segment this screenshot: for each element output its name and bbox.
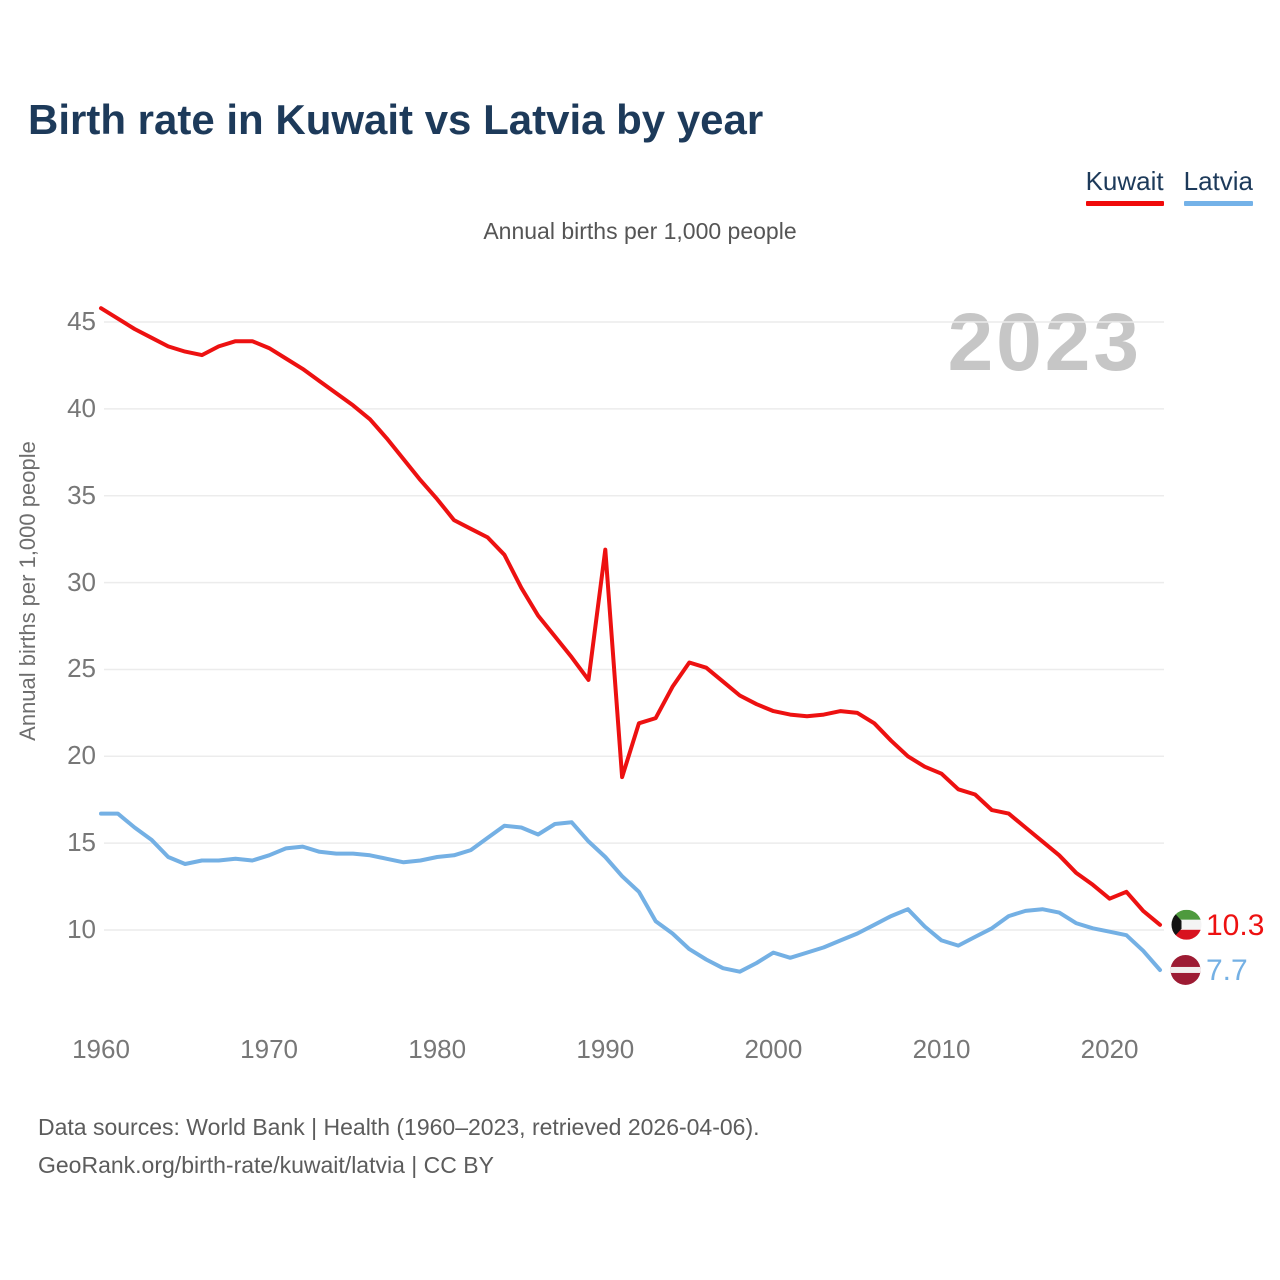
footer-attribution: GeoRank.org/birth-rate/kuwait/latvia | C…: [38, 1152, 494, 1178]
legend: Kuwait Latvia: [1085, 166, 1253, 206]
y-tick-10: 10: [67, 914, 96, 944]
footer-sources: Data sources: World Bank | Health (1960–…: [38, 1114, 760, 1140]
y-tick-25: 25: [67, 653, 96, 684]
chart-subtitle: Annual births per 1,000 people: [483, 218, 797, 244]
end-value-kuwait: 10.3: [1206, 908, 1265, 942]
watermark-year: 2023: [947, 297, 1142, 388]
latvia-line[interactable]: [99, 811, 1162, 974]
x-tick-1960: 1960: [72, 1034, 130, 1064]
kuwait-line[interactable]: [99, 306, 1162, 927]
legend-item-latvia[interactable]: Latvia: [1183, 166, 1253, 206]
x-tick-1980: 1980: [408, 1034, 467, 1064]
latvia-flag-icon: [1170, 954, 1201, 985]
legend-underline-latvia: [1183, 201, 1253, 206]
footer: Data sources: World Bank | Health (1960–…: [38, 1108, 760, 1184]
y-tick-35: 35: [67, 479, 96, 510]
legend-label-kuwait: Kuwait: [1085, 166, 1164, 196]
x-tick-2020: 2020: [1080, 1034, 1139, 1064]
legend-item-kuwait[interactable]: Kuwait: [1085, 166, 1164, 206]
x-tick-1990: 1990: [576, 1034, 635, 1064]
y-tick-20: 20: [67, 740, 96, 771]
chart-title: Birth rate in Kuwait vs Latvia by year: [28, 96, 764, 143]
legend-underline-kuwait: [1085, 201, 1164, 206]
kuwait-flag-icon: [1171, 909, 1202, 940]
x-tick-1970: 1970: [240, 1034, 299, 1064]
legend-label-latvia: Latvia: [1183, 166, 1253, 196]
y-tick-40: 40: [67, 392, 96, 423]
y-tick-45: 45: [67, 306, 96, 337]
x-tick-2000: 2000: [744, 1034, 803, 1064]
end-value-latvia: 7.7: [1206, 953, 1248, 987]
y-tick-30: 30: [67, 566, 96, 597]
y-tick-15: 15: [67, 827, 96, 858]
x-tick-2010: 2010: [912, 1034, 971, 1064]
